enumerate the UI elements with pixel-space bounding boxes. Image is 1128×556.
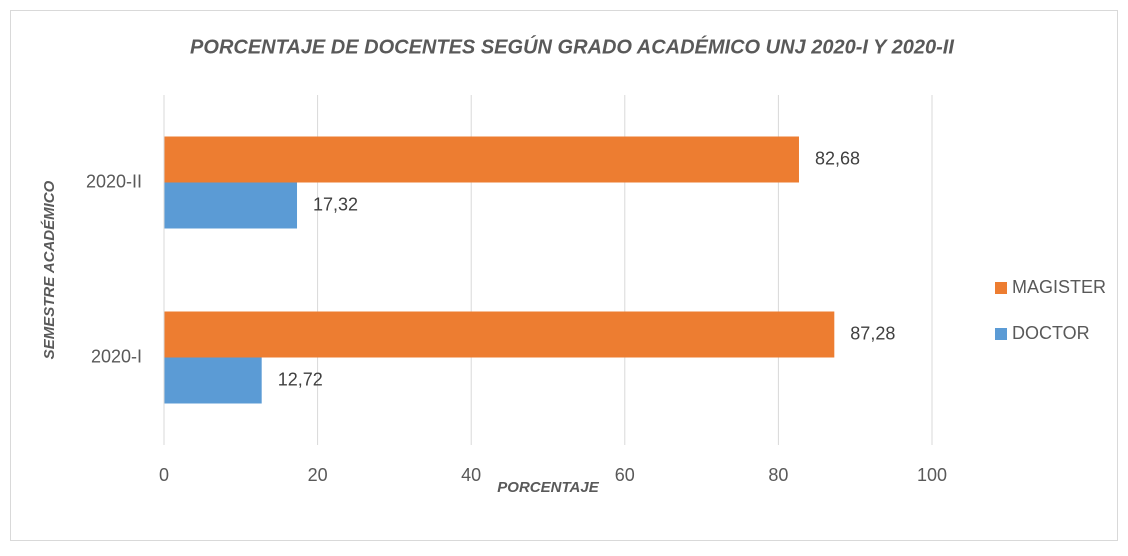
legend-swatch [995,282,1007,294]
bar [164,357,262,404]
legend-swatch [995,328,1007,340]
value-label: 87,28 [850,323,895,343]
x-tick-label: 0 [159,465,169,485]
value-label: 82,68 [815,148,860,168]
x-tick-label: 60 [615,465,635,485]
x-tick-label: 20 [308,465,328,485]
legend-label: DOCTOR [1012,323,1090,343]
value-label: 17,32 [313,194,358,214]
y-axis-label: SEMESTRE ACADÉMICO [41,180,58,359]
x-tick-label: 100 [917,465,947,485]
chart-border [10,10,1118,541]
y-tick-label: 2020-II [86,171,142,191]
y-tick-label: 2020-I [91,346,142,366]
value-label: 12,72 [278,369,323,389]
chart-title: PORCENTAJE DE DOCENTES SEGÚN GRADO ACADÉ… [190,34,954,58]
legend-label: MAGISTER [1012,277,1106,297]
x-tick-label: 80 [768,465,788,485]
bar [164,311,835,358]
x-tick-label: 40 [461,465,481,485]
bar [164,136,799,183]
x-axis-label: PORCENTAJE [497,479,599,496]
bar [164,182,298,229]
